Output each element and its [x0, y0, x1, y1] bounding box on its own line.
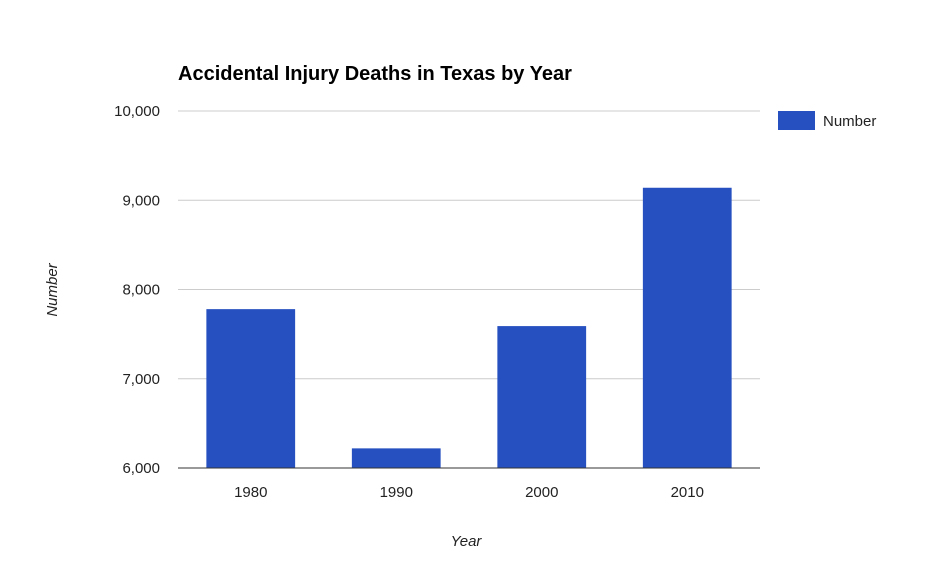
bar-2010	[642, 187, 732, 468]
x-tick-label: 1990	[380, 484, 413, 501]
x-axis-ticks: 1980 1990 2000 2010	[234, 484, 704, 501]
y-tick-label: 7,000	[122, 371, 160, 388]
y-tick-label: 10,000	[114, 103, 160, 120]
x-tick-label: 2000	[525, 484, 558, 501]
y-tick-label: 9,000	[122, 192, 160, 209]
y-tick-label: 8,000	[122, 282, 160, 299]
y-axis-ticks: 6,000 7,000 8,000 9,000 10,000	[114, 103, 160, 477]
y-axis-title: Number	[44, 262, 61, 316]
legend: Number	[778, 111, 876, 130]
bar-2000	[497, 326, 587, 468]
y-tick-label: 6,000	[122, 460, 160, 477]
x-axis-title: Year	[451, 533, 483, 550]
bar-1980	[206, 309, 296, 468]
chart-title: Accidental Injury Deaths in Texas by Yea…	[178, 63, 572, 85]
bar-1990	[351, 448, 441, 468]
legend-swatch	[778, 111, 815, 130]
bars	[178, 187, 760, 469]
legend-label: Number	[823, 113, 876, 130]
x-tick-label: 1980	[234, 484, 267, 501]
x-tick-label: 2010	[671, 484, 704, 501]
